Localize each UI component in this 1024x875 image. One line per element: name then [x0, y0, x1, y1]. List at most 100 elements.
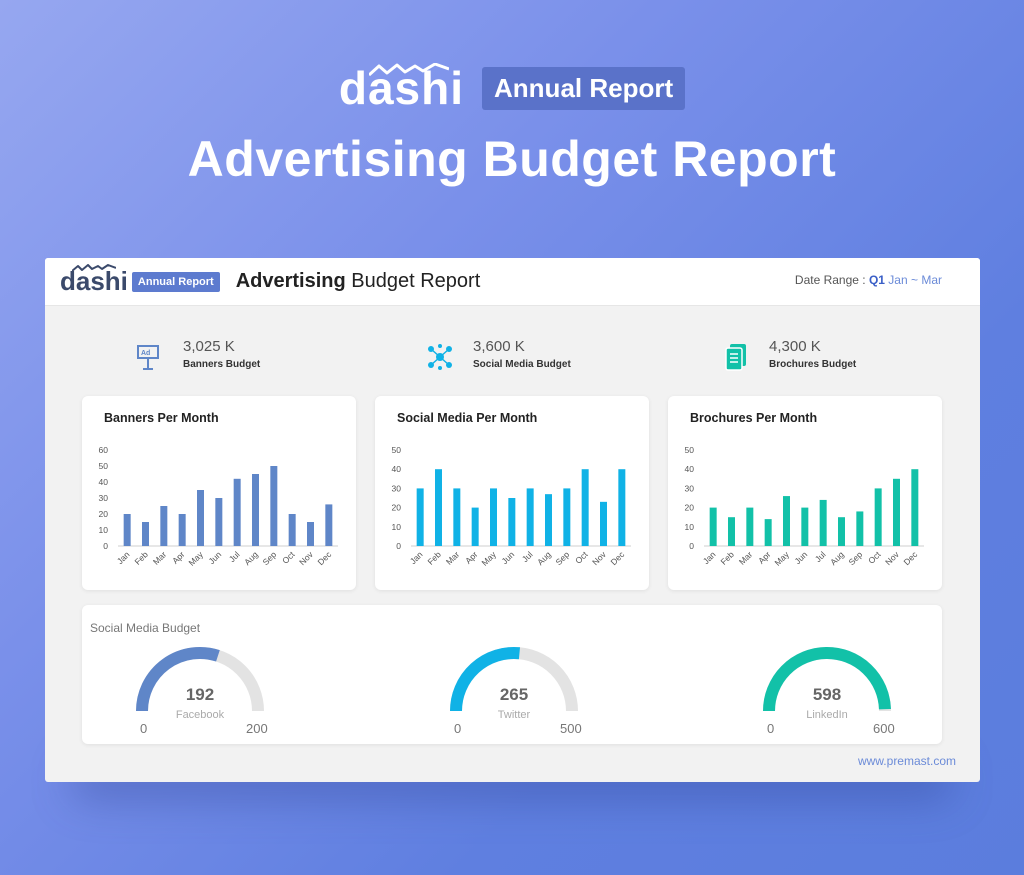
x-tick-label: Aug: [828, 549, 846, 567]
x-tick-label: Nov: [590, 549, 608, 567]
bar: [801, 507, 809, 546]
gauge-min: 0: [767, 721, 775, 736]
bar: [764, 519, 772, 546]
x-tick-label: Jan: [701, 549, 718, 566]
x-tick-label: May: [479, 549, 498, 568]
brochures-chart-card: Brochures Per Month 0 10 20 30 40 50 Jan Feb Mar…: [668, 396, 942, 590]
bar: [600, 501, 607, 546]
y-tick-label: 60: [99, 445, 109, 455]
bar: [123, 514, 131, 546]
kpi-value: 3,025 K: [183, 338, 235, 355]
x-tick-label: May: [772, 549, 791, 568]
bar: [563, 488, 571, 546]
gauge-label: Twitter: [497, 709, 531, 721]
kpi-label: Social Media Budget: [473, 359, 571, 370]
y-tick-label: 40: [392, 464, 402, 474]
x-tick-label: Mar: [737, 549, 755, 567]
y-tick-label: 40: [685, 464, 695, 474]
y-tick-label: 0: [103, 541, 108, 551]
x-tick-label: Feb: [425, 549, 443, 567]
banners-chart-card: Banners Per Month 0 10 20 30 40 50 60 Jan Feb Mar…: [82, 396, 356, 590]
y-tick-label: 0: [689, 541, 694, 551]
page-title-rest: Budget Report: [345, 270, 481, 292]
x-tick-label: Apr: [170, 549, 187, 566]
bar: [453, 488, 461, 546]
bar: [307, 522, 314, 546]
y-tick-label: 50: [99, 461, 109, 471]
gauge-value: 598: [812, 685, 842, 704]
x-tick-label: Jul: [227, 549, 242, 564]
x-tick-label: Oct: [573, 549, 590, 566]
gauge-facebook: 192 Facebook 0 200: [120, 643, 280, 743]
bar: [581, 469, 589, 546]
hero-brand-row: dashi Annual Report: [0, 58, 1024, 118]
bar: [178, 514, 186, 546]
bar: [325, 504, 333, 546]
svg-text:Ad: Ad: [141, 350, 150, 357]
x-tick-label: Jun: [499, 549, 516, 566]
y-tick-label: 10: [392, 522, 402, 532]
bar: [728, 517, 735, 546]
gauge-min: 0: [454, 721, 462, 736]
gauges-title: Social Media Budget: [90, 621, 201, 635]
bar: [545, 494, 552, 546]
social-chart-card: Social Media Per Month 0 10 20 30 40 50 Jan Feb…: [375, 396, 649, 590]
hero-logo: dashi: [339, 61, 464, 115]
hero-banner: dashi Annual Report Advertising Budget R…: [0, 58, 1024, 188]
gauge-fill: [763, 647, 891, 712]
gauge-arc: [450, 647, 578, 712]
x-tick-label: Dec: [608, 549, 626, 567]
hero-badge: Annual Report: [482, 66, 686, 110]
x-tick-label: Sep: [260, 549, 278, 567]
x-tick-label: Nov: [297, 549, 315, 567]
y-tick-label: 30: [99, 493, 109, 503]
x-tick-label: Sep: [846, 549, 864, 567]
banners-bar-chart: 0 10 20 30 40 50 60 Jan Feb Mar Apr May Jun Jul Aug Sep…: [99, 445, 338, 568]
x-tick-label: Dec: [901, 549, 919, 567]
bar: [252, 474, 259, 546]
header-badge: Annual Report: [131, 271, 220, 292]
x-tick-label: Apr: [463, 549, 480, 566]
y-tick-label: 30: [685, 483, 695, 493]
billboard-icon: Ad: [137, 345, 159, 370]
bar: [838, 517, 845, 546]
x-tick-label: Apr: [756, 549, 773, 566]
date-range-quarter: Q1: [868, 273, 885, 287]
chart-title: Social Media Per Month: [397, 411, 538, 425]
gauge-arc: [136, 647, 264, 712]
bar: [746, 507, 754, 546]
header-logo-wave-icon: [72, 264, 116, 272]
kpi-brochures: 4,300 K Brochures Budget: [721, 338, 856, 372]
page-title: Advertising Budget Report: [236, 270, 481, 293]
kpi-label: Brochures Budget: [769, 359, 857, 370]
date-range[interactable]: Date Range : Q1 Jan ~ Mar: [795, 273, 942, 287]
footer-link[interactable]: www.premast.com: [857, 754, 956, 768]
y-tick-label: 20: [99, 509, 109, 519]
bar: [893, 478, 900, 546]
hero-logo-text: dashi: [338, 62, 465, 114]
x-tick-label: Nov: [883, 549, 901, 567]
y-tick-label: 10: [99, 525, 109, 535]
bar: [270, 466, 278, 546]
kpi-social: 3,600 K Social Media Budget: [425, 338, 571, 372]
y-tick-label: 30: [392, 483, 402, 493]
x-tick-label: Sep: [553, 549, 571, 567]
gauge-label: LinkedIn: [806, 709, 848, 721]
x-tick-label: Oct: [280, 549, 297, 566]
bar: [709, 507, 717, 546]
brochures-bar-chart: 0 10 20 30 40 50 Jan Feb Mar Apr May Jun Jul Aug Sep Oc…: [685, 445, 924, 568]
x-tick-label: Jan: [408, 549, 425, 566]
gauge-arc: [763, 647, 891, 712]
bar: [160, 506, 168, 546]
y-tick-label: 0: [396, 541, 401, 551]
chart-title: Brochures Per Month: [690, 411, 818, 425]
logo-wave-icon: [368, 63, 449, 77]
x-tick-label: Aug: [535, 549, 553, 567]
social-bar-chart: 0 10 20 30 40 50 Jan Feb Mar Apr May Jun Jul Aug Sep Oc…: [392, 445, 631, 568]
bar: [911, 469, 919, 546]
bar: [416, 488, 424, 546]
bar: [233, 478, 241, 546]
bar: [288, 514, 296, 546]
kpi-label: Banners Budget: [183, 359, 261, 370]
x-tick-label: Aug: [242, 549, 260, 567]
